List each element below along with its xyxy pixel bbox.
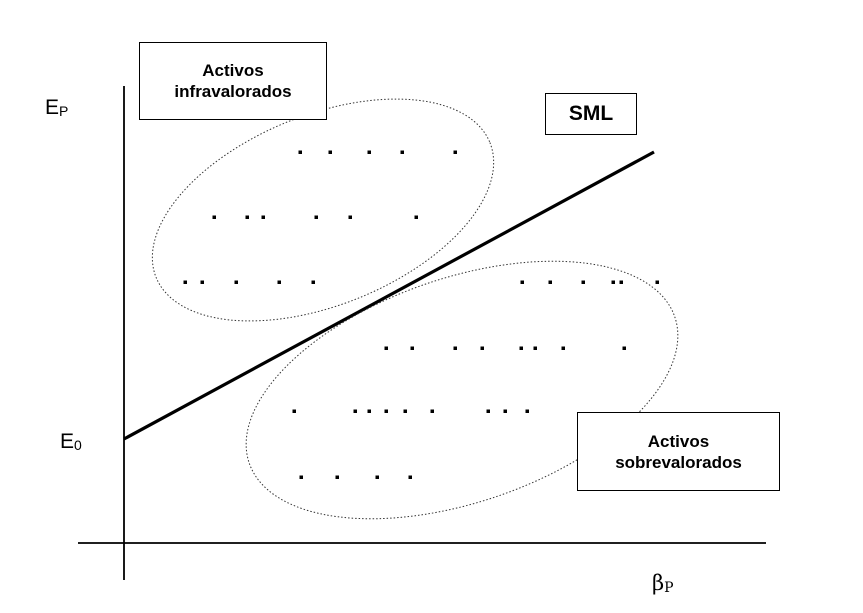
asset-dot: [533, 346, 537, 350]
sml-label: SML: [568, 102, 614, 125]
intercept-label-sub: 0: [74, 437, 82, 453]
x-axis-label-sub: P: [664, 580, 674, 596]
overvalued-assets-box: Activos sobrevalorados: [577, 412, 780, 491]
asset-dot: [183, 280, 187, 284]
asset-dot: [375, 475, 379, 479]
asset-dot: [245, 215, 249, 219]
asset-dot: [453, 346, 457, 350]
asset-dot: [348, 215, 352, 219]
asset-dot: [619, 280, 623, 284]
asset-dot: [611, 280, 615, 284]
intercept-label-main: E: [60, 430, 75, 453]
asset-dot: [384, 409, 388, 413]
overvalued-region: [245, 260, 679, 520]
asset-dot: [503, 409, 507, 413]
y-axis-label-main: E: [45, 96, 60, 119]
asset-dot: [480, 346, 484, 350]
asset-dot: [622, 346, 626, 350]
asset-dot: [414, 215, 418, 219]
undervalued-label-line1: Activos: [202, 61, 264, 80]
undervalued-region: [151, 98, 495, 322]
asset-dot: [200, 280, 204, 284]
asset-dots: [183, 150, 659, 479]
asset-dot: [335, 475, 339, 479]
asset-dot: [292, 409, 296, 413]
x-axis-label: βP: [652, 571, 674, 596]
sml-label-box: SML: [545, 93, 637, 135]
asset-dot: [525, 409, 529, 413]
asset-dot: [277, 280, 281, 284]
asset-dot: [581, 280, 585, 284]
asset-dot: [328, 150, 332, 154]
y-axis-label: EP: [45, 97, 68, 118]
asset-dot: [311, 280, 315, 284]
asset-dot: [655, 280, 659, 284]
overvalued-label-line2: sobrevalorados: [615, 452, 742, 472]
asset-dot: [408, 475, 412, 479]
asset-dot: [299, 475, 303, 479]
undervalued-assets-box: Activos infravalorados: [139, 42, 327, 120]
asset-dot: [298, 150, 302, 154]
asset-dot: [367, 150, 371, 154]
sml-line: [123, 150, 655, 441]
asset-dot: [384, 346, 388, 350]
asset-dot: [403, 409, 407, 413]
asset-dot: [314, 215, 318, 219]
intercept-label: E0: [60, 431, 82, 452]
undervalued-label-line2: infravalorados: [174, 82, 292, 101]
asset-dot: [367, 409, 371, 413]
asset-dot: [430, 409, 434, 413]
asset-dot: [410, 346, 414, 350]
asset-dot: [400, 150, 404, 154]
asset-dot: [234, 280, 238, 284]
asset-dot: [561, 346, 565, 350]
x-axis-label-main: β: [652, 571, 665, 595]
asset-dot: [520, 280, 524, 284]
asset-dot: [212, 215, 216, 219]
asset-dot: [519, 346, 523, 350]
y-axis-label-sub: P: [59, 103, 69, 119]
asset-dot: [453, 150, 457, 154]
asset-dot: [261, 215, 265, 219]
asset-dot: [548, 280, 552, 284]
asset-dot: [353, 409, 357, 413]
asset-dot: [486, 409, 490, 413]
overvalued-label-line1: Activos: [647, 431, 710, 451]
